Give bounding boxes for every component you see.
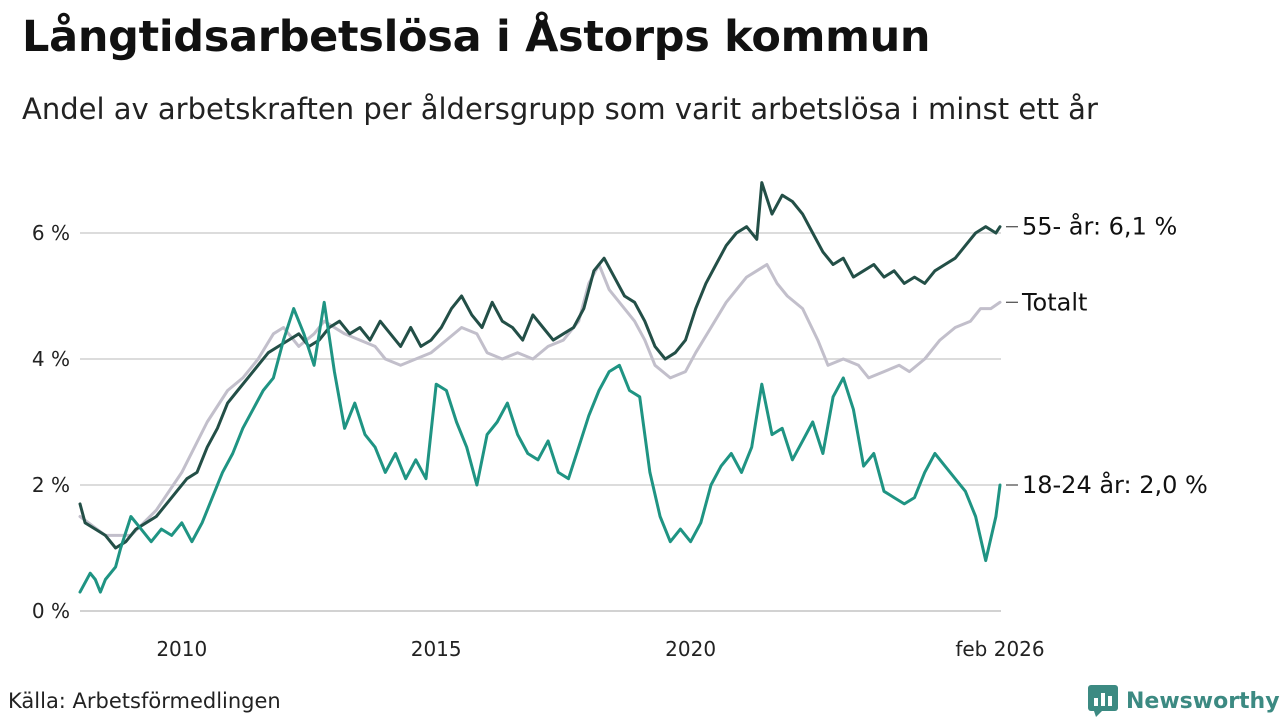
x-tick-label: feb 2026 <box>955 637 1044 661</box>
series-end-label: 18-24 år: 2,0 % <box>1022 470 1208 499</box>
series-line <box>78 181 1002 550</box>
gridlines <box>80 232 1001 612</box>
brand-name: Newsworthy <box>1126 688 1280 714</box>
x-tick-label: 2020 <box>665 637 716 661</box>
series-end-label: Totalt <box>1021 288 1087 316</box>
y-tick-label: 6 % <box>32 221 70 245</box>
x-tick-label: 2010 <box>156 637 207 661</box>
series-line <box>78 263 1002 537</box>
chart-subtitle: Andel av arbetskraften per åldersgrupp s… <box>22 92 1098 126</box>
y-tick-label: 4 % <box>32 347 70 371</box>
x-tick-label: 2015 <box>411 637 462 661</box>
brand-logo: Newsworthy <box>1088 684 1280 718</box>
y-axis-ticks: 0 % 2 % 4 % 6 % <box>32 221 70 623</box>
source-note: Källa: Arbetsförmedlingen <box>8 689 281 713</box>
line-chart: 0 % 2 % 4 % 6 % 2010 2015 2020 feb 2026 Totalt… <box>32 181 1208 661</box>
x-axis-ticks: 2010 2015 2020 feb 2026 <box>156 637 1044 661</box>
y-tick-label: 2 % <box>32 473 70 497</box>
y-tick-label: 0 % <box>32 599 70 623</box>
series-line <box>78 300 1002 594</box>
series-end-labels: Totalt 55- år: 6,1 % 18-24 år: 2,0 % <box>1005 212 1208 499</box>
newsworthy-logo-icon <box>1088 685 1118 717</box>
series-end-label: 55- år: 6,1 % <box>1022 212 1177 241</box>
series-lines <box>78 181 1002 594</box>
chart-title: Långtidsarbetslösa i Åstorps kommun <box>22 12 931 62</box>
